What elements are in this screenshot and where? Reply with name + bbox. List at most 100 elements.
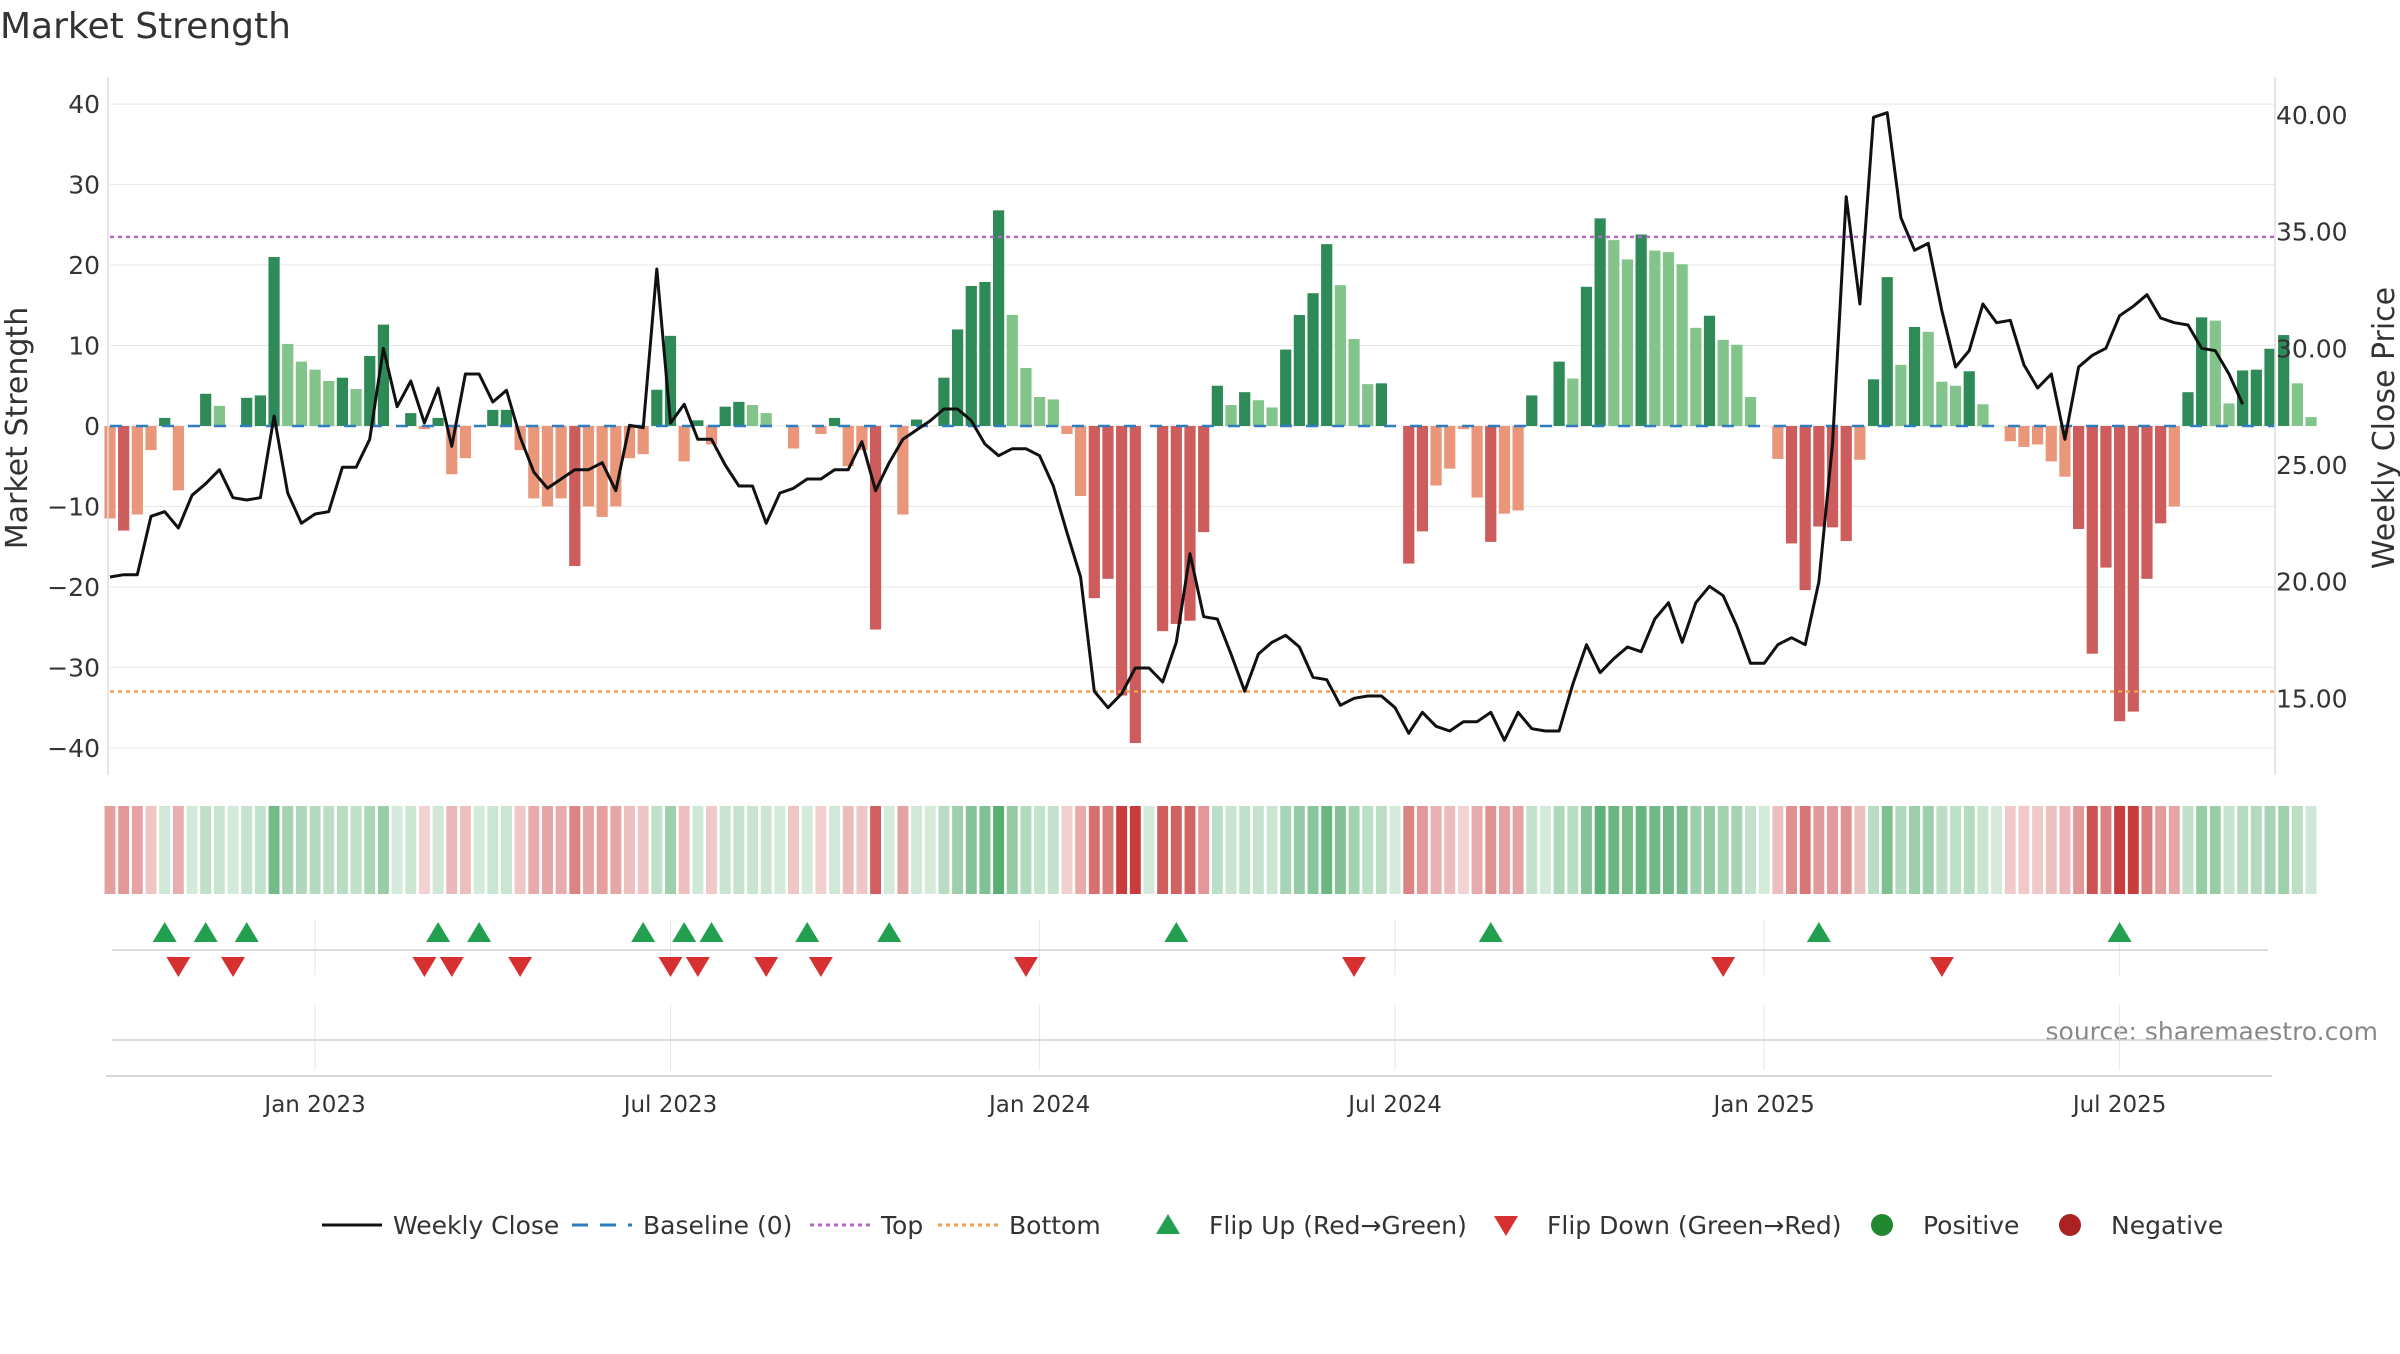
heat-cell [473, 806, 485, 894]
heat-cell [1129, 806, 1141, 894]
strength-bar [1949, 385, 1962, 426]
heat-cell [692, 806, 704, 894]
flip-down-marker [166, 957, 191, 977]
strength-bar [1498, 425, 1511, 514]
source-credit: source: sharemaestro.com [2046, 1017, 2379, 1046]
strength-bar [555, 425, 567, 499]
flip-up-marker [152, 922, 177, 942]
heat-cell [870, 806, 882, 894]
strength-bar [1936, 381, 1948, 426]
heat-cell [801, 806, 813, 894]
heat-cell [2032, 806, 2044, 894]
x-tick-label: Jan 2025 [1712, 1092, 1815, 1118]
flip-down-marker [508, 957, 533, 977]
strength-bar [1854, 425, 1866, 460]
heat-cell [2086, 806, 2098, 894]
x-tick-label: Jul 2023 [622, 1092, 718, 1118]
flip-up-marker [193, 922, 218, 942]
heat-cell [1868, 806, 1880, 894]
legend: Weekly Close Baseline (0) Top Bottom Flip Up… [322, 1211, 2223, 1240]
strength-bar [1416, 425, 1429, 532]
flip-up-marker [877, 922, 902, 942]
strength-bar [1403, 425, 1415, 564]
strength-bar [159, 417, 171, 426]
heat-cell [829, 806, 841, 894]
strength-bar [1594, 218, 1606, 426]
strength-bar [1225, 405, 1237, 426]
strength-bar [787, 425, 800, 449]
heat-cell [1539, 806, 1551, 894]
strength-bar [1047, 399, 1059, 426]
flip-down-marker [221, 957, 246, 977]
heat-cell [172, 806, 184, 894]
strength-bar [118, 425, 130, 531]
heat-cell [842, 806, 854, 894]
heat-cell [1047, 806, 1059, 894]
legend-label: Bottom [1009, 1211, 1101, 1240]
legend-label: Flip Up (Red→Green) [1209, 1211, 1467, 1240]
strength-bar [145, 425, 157, 451]
heat-cell [1799, 806, 1811, 894]
heat-cell [2155, 806, 2167, 894]
strength-bars [104, 210, 2317, 743]
heat-cell [596, 806, 608, 894]
heat-cell [1102, 806, 1114, 894]
legend-label: Baseline (0) [643, 1211, 792, 1240]
heat-cell [2237, 806, 2249, 894]
strength-bar [2182, 392, 2194, 426]
flip-down-marker [658, 957, 683, 977]
heat-cell [1485, 806, 1497, 894]
strength-bar [910, 419, 923, 426]
heat-cell [145, 806, 157, 894]
heat-cell [719, 806, 731, 894]
heat-cell [706, 806, 717, 894]
strength-bar [1703, 315, 1716, 426]
heat-cell [2059, 806, 2071, 894]
flip-up-marker [795, 922, 820, 942]
strength-bar [1895, 364, 1907, 426]
strength-bar [268, 257, 280, 426]
strength-bar [1621, 259, 1634, 426]
left-tick-label: −10 [47, 492, 100, 521]
strength-bar [2168, 425, 2180, 507]
legend-swatch-circle [1871, 1214, 1893, 1236]
heat-cell [213, 806, 225, 894]
strength-bar [610, 425, 622, 507]
strength-bar [1526, 395, 1538, 426]
heat-cell [2045, 806, 2057, 894]
heat-cell [1991, 806, 2003, 894]
heat-cell [1622, 806, 1633, 894]
heat-cell [1936, 806, 1948, 894]
strength-bar [1088, 425, 1100, 599]
strength-bar [678, 425, 690, 462]
strength-bar [1430, 425, 1442, 486]
strength-bar [1826, 425, 1839, 528]
heat-cell [1758, 806, 1770, 894]
heat-cell [2018, 806, 2030, 894]
strength-bar [596, 425, 608, 517]
heat-cell [186, 806, 198, 894]
strength-bar [200, 393, 212, 426]
strength-bar [1772, 425, 1784, 459]
heat-cell [2168, 806, 2180, 894]
strength-bar [979, 281, 991, 426]
strength-bar [377, 324, 390, 426]
heat-cell [1512, 806, 1524, 894]
strength-bar [951, 329, 964, 426]
heat-cell [2114, 806, 2126, 894]
strength-bar [637, 425, 649, 455]
flip-down-marker [1013, 957, 1038, 977]
legend-swatch-circle [2059, 1214, 2081, 1236]
strength-bar [1922, 331, 1934, 426]
heat-cell [2004, 806, 2016, 894]
heat-cell [2291, 806, 2303, 894]
heat-cell [282, 806, 294, 894]
heat-cell [1143, 806, 1155, 894]
close-price-line [109, 111, 2245, 742]
heat-cell [1403, 806, 1415, 894]
weekly-close-line [109, 111, 2245, 742]
heat-cell [1266, 806, 1278, 894]
strength-bar [2237, 370, 2249, 426]
heat-cell [1184, 806, 1196, 894]
